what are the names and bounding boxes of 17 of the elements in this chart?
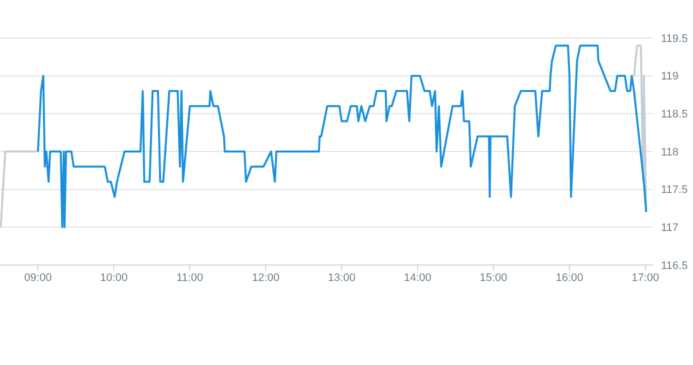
y-tick-label: 119.5 [661,32,688,45]
y-tick-label: 118 [661,146,679,158]
y-tick-label: 117 [661,222,679,234]
x-tick-label: 11:00 [176,272,204,284]
x-tick-label: 17:00 [632,272,660,284]
y-tick-label: 116.5 [661,260,688,272]
x-tick-label: 14:00 [404,272,432,284]
y-tick-label: 117.5 [661,184,688,196]
x-tick-label: 16:00 [556,272,584,284]
x-tick-label: 15:00 [480,272,508,284]
y-tick-label: 118.5 [661,108,688,121]
line-series [36,44,648,228]
x-tick-label: 09:00 [24,272,52,284]
x-tick-label: 10:00 [100,272,128,284]
x-tick-label: 12:00 [252,272,280,284]
x-tick-label: 13:00 [328,272,356,284]
y-tick-label: 119 [661,70,679,83]
